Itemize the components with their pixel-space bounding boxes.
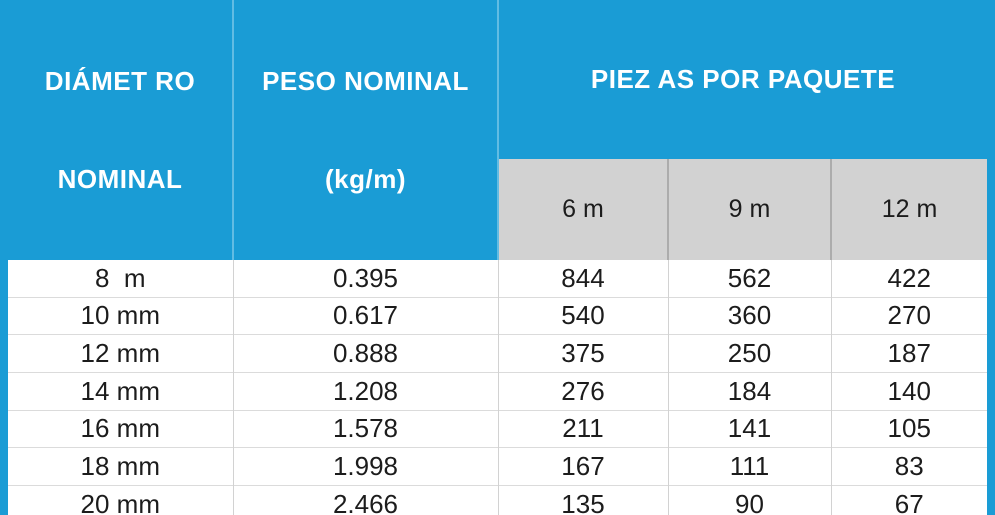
table-cell-piezas_9m: 562 xyxy=(667,260,831,298)
subheader-6m: 6 m xyxy=(498,159,668,260)
header-diametro-line1: DIÁMET RO xyxy=(44,66,196,96)
table-cell-piezas_12m: 422 xyxy=(830,260,987,298)
table-cell-diametro_nominal: 14 mm xyxy=(8,371,233,410)
table-cell-piezas_12m: 67 xyxy=(830,484,987,515)
table-cell-piezas_12m: 105 xyxy=(830,409,987,448)
subheader-9m: 9 m xyxy=(667,159,831,260)
table-row: 18 mm 1.998 167 111 83 xyxy=(8,447,987,486)
table-row: 14 mm 1.208 276 184 140 xyxy=(8,371,987,410)
table-cell-diametro_nominal: 10 mm xyxy=(8,296,233,335)
table-cell-peso_nominal_kg_m: 0.617 xyxy=(232,296,498,335)
table-cell-piezas_9m: 111 xyxy=(667,447,831,486)
table-row: 10 mm 0.617 540 360 270 xyxy=(8,296,987,335)
header-peso-line1: PESO NOMINAL xyxy=(262,66,469,96)
rebar-spec-table: DIÁMET RO NOMINAL PESO NOMINAL (kg/m) PI… xyxy=(8,0,987,515)
table-cell-peso_nominal_kg_m: 1.998 xyxy=(232,447,498,486)
header-diametro-nominal: DIÁMET RO NOMINAL xyxy=(8,0,234,260)
table-row: 20 mm 2.466 135 90 67 xyxy=(8,484,987,515)
table-cell-peso_nominal_kg_m: 1.578 xyxy=(232,409,498,448)
header-row-main: DIÁMET RO NOMINAL PESO NOMINAL (kg/m) PI… xyxy=(8,0,987,260)
table-cell-piezas_12m: 83 xyxy=(830,447,987,486)
table-body: 8 m 0.395 844 562 422 10 mm 0.617 540 360 270 12 m… xyxy=(8,260,987,515)
header-diametro-line2: NOMINAL xyxy=(57,163,183,194)
table-cell-piezas_9m: 360 xyxy=(667,296,831,335)
table-cell-piezas_6m: 135 xyxy=(497,484,668,515)
table-cell-diametro_nominal: 8 m xyxy=(94,262,146,293)
table-cell-piezas_9m: 141 xyxy=(667,409,831,448)
table-cell-diametro_nominal: 12 mm xyxy=(8,334,233,373)
table-cell-diametro_nominal: 16 mm xyxy=(8,409,233,448)
table-cell-piezas_6m: 211 xyxy=(497,409,668,448)
table-cell-peso_nominal_kg_m: 1.208 xyxy=(232,371,498,410)
table-cell-piezas_6m: 375 xyxy=(497,334,668,373)
table-cell-diametro_nominal: 20 mm xyxy=(8,484,233,515)
table-cell-piezas_6m: 540 xyxy=(497,296,668,335)
table-cell-piezas_9m: 250 xyxy=(667,334,831,373)
table-row: 12 mm 0.888 375 250 187 xyxy=(8,334,987,373)
header-peso-line2: (kg/m) xyxy=(325,163,406,194)
subheader-12m: 12 m xyxy=(830,159,987,260)
header-piezas-por-paquete: PIEZ AS POR PAQUETE xyxy=(498,0,987,160)
table-cell-piezas_6m: 167 xyxy=(497,447,668,486)
table-cell-piezas_12m: 270 xyxy=(830,296,987,335)
table-cell-peso_nominal_kg_m: 0.888 xyxy=(232,334,498,373)
table-cell-piezas_9m: 90 xyxy=(667,484,831,515)
table-cell-diametro_nominal: 18 mm xyxy=(8,447,233,486)
table-cell-piezas_12m: 140 xyxy=(830,371,987,410)
table-cell-piezas_6m: 844 xyxy=(497,260,668,298)
header-piezas-label: PIEZ AS POR PAQUETE xyxy=(590,64,896,95)
table-header: DIÁMET RO NOMINAL PESO NOMINAL (kg/m) PI… xyxy=(8,0,987,260)
header-peso-nominal: PESO NOMINAL (kg/m) xyxy=(233,0,499,260)
table-cell-piezas_9m: 184 xyxy=(667,371,831,410)
table-cell-piezas_12m: 187 xyxy=(830,334,987,373)
table-cell-peso_nominal_kg_m: 0.395 xyxy=(232,260,498,298)
table-cell-piezas_6m: 276 xyxy=(497,371,668,410)
table-row: 16 mm 1.578 211 141 105 xyxy=(8,409,987,448)
table-row: 8 m 0.395 844 562 422 xyxy=(8,260,987,298)
table-cell-peso_nominal_kg_m: 2.466 xyxy=(232,484,498,515)
header-row-lengths: 6 m 9 m 12 m xyxy=(8,159,987,260)
